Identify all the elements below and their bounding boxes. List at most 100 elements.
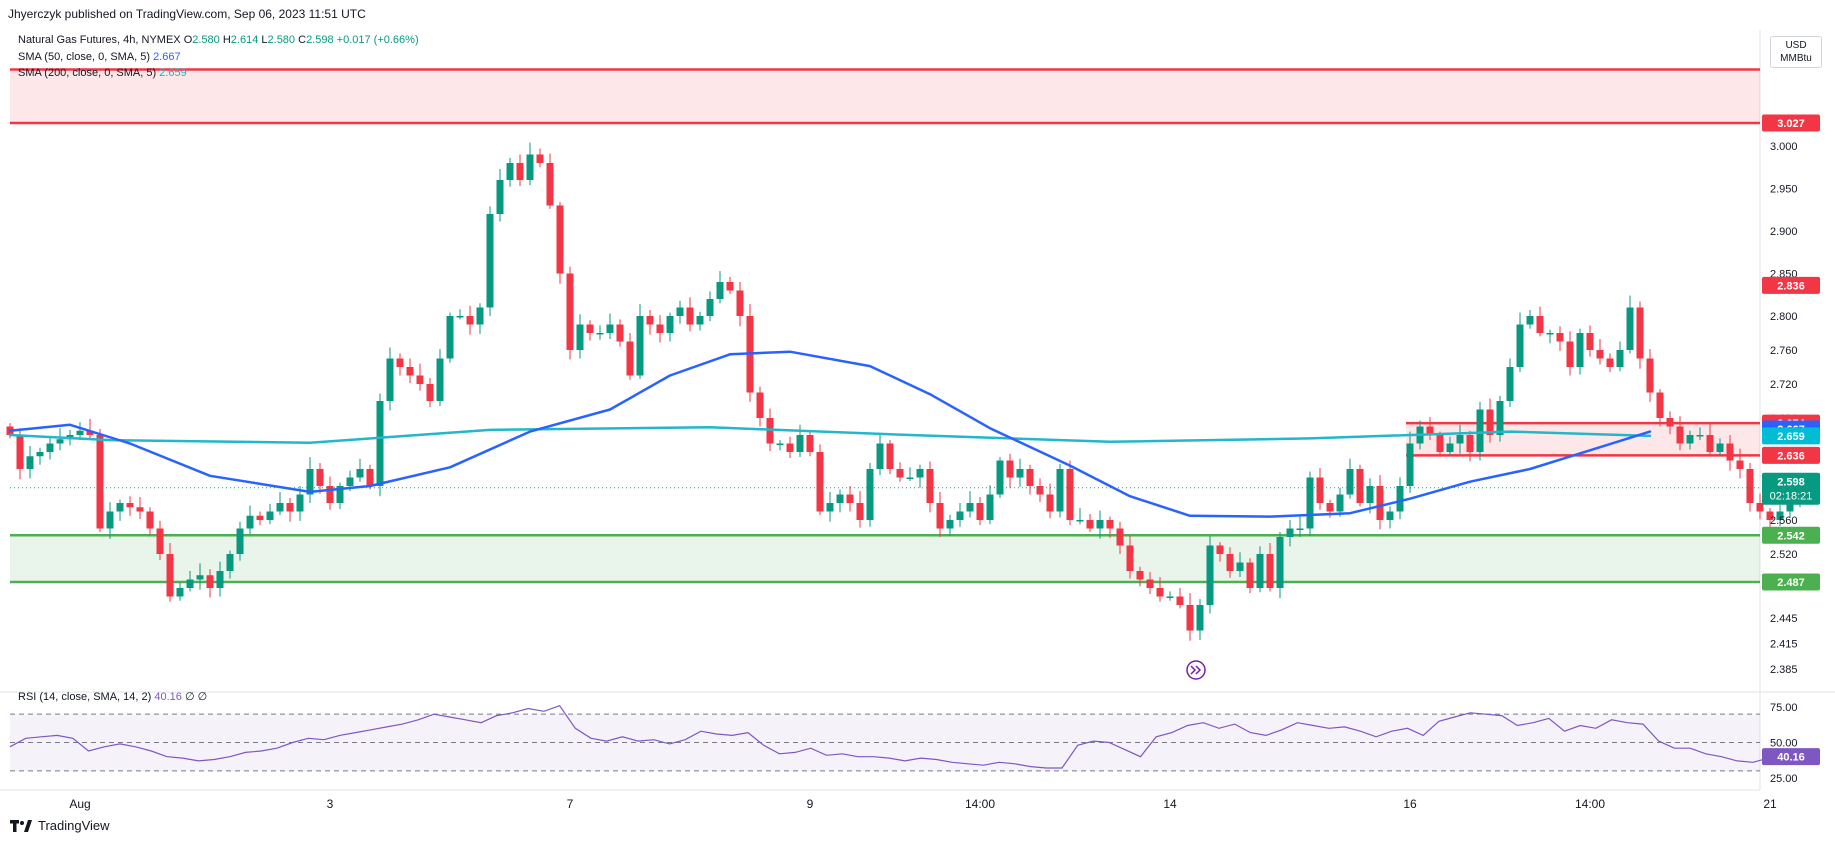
candle-body: [686, 307, 694, 325]
time-tick-label: 9: [807, 797, 814, 811]
open-label: O: [183, 34, 193, 46]
scroll-to-realtime-icon[interactable]: [1186, 660, 1206, 680]
candle-body: [896, 469, 904, 478]
candle-body: [56, 439, 64, 444]
candle-body: [156, 528, 164, 554]
sma50-legend[interactable]: SMA (50, close, 0, SMA, 5) 2.667: [18, 51, 181, 63]
candle-body: [226, 554, 234, 571]
candle-body: [886, 443, 894, 469]
candle-body: [1086, 520, 1094, 529]
zone-resistance-top: [10, 69, 1760, 124]
candle-body: [106, 511, 114, 529]
candle-body: [36, 452, 44, 457]
candle-body: [46, 443, 54, 452]
candle-body: [316, 469, 324, 486]
price-tag-label: 2.836: [1777, 280, 1805, 292]
candle-body: [16, 435, 24, 469]
rsi-value-tag-label: 40.16: [1777, 752, 1805, 764]
candle-body: [26, 456, 34, 469]
price-tick-label: 2.900: [1770, 226, 1798, 238]
candle-body: [976, 503, 984, 520]
candle-body: [1136, 571, 1144, 580]
candle-body: [1746, 469, 1754, 503]
candle-body: [1736, 460, 1744, 469]
candle-body: [1536, 316, 1544, 333]
candle-body: [1166, 596, 1174, 598]
candle-body: [96, 435, 104, 529]
candle-body: [336, 486, 344, 503]
candle-body: [1336, 494, 1344, 512]
candle-body: [696, 316, 704, 325]
candle-body: [116, 503, 124, 512]
candle-body: [916, 469, 924, 478]
time-tick-label: 21: [1763, 797, 1777, 811]
last-price-countdown: 02:18:21: [1770, 491, 1813, 503]
candle-body: [926, 469, 934, 503]
candle-body: [1546, 333, 1554, 335]
unit-line-2: MMBtu: [1780, 53, 1812, 64]
candle-body: [1786, 503, 1794, 512]
candle-body: [426, 384, 434, 401]
candle-body: [1256, 554, 1264, 588]
scroll-icon-arrows: [1190, 665, 1202, 675]
candle-body: [1666, 418, 1674, 427]
candle-body: [346, 477, 354, 486]
candle-body: [1306, 477, 1314, 529]
candle-body: [626, 341, 634, 376]
candle-body: [1246, 562, 1254, 588]
candle-body: [856, 503, 864, 520]
candle-body: [956, 511, 964, 520]
candle-body: [1196, 605, 1204, 631]
candle-body: [1176, 596, 1184, 605]
symbol-legend[interactable]: Natural Gas Futures, 4h, NYMEX O2.580 H2…: [18, 34, 419, 46]
price-unit-button[interactable]: USD MMBtu: [1770, 36, 1822, 68]
candle-body: [556, 205, 564, 274]
candle-body: [1496, 401, 1504, 435]
candle-body: [1716, 443, 1724, 452]
last-price-tag: [1762, 472, 1820, 505]
candle-body: [1776, 511, 1784, 520]
candle-body: [1586, 333, 1594, 350]
candle-body: [1686, 435, 1694, 444]
rsi-legend[interactable]: RSI (14, close, SMA, 14, 2) 40.16 ∅ ∅: [18, 690, 207, 703]
tradingview-logo[interactable]: TradingView: [10, 818, 110, 833]
low-value: 2.580: [267, 34, 296, 46]
sma50-value: 2.667: [153, 51, 181, 63]
candle-body: [716, 282, 724, 299]
candle-body: [1506, 367, 1514, 401]
candle-body: [1426, 426, 1434, 435]
rsi-tick-label: 25.00: [1770, 773, 1798, 785]
candle-body: [756, 392, 764, 418]
candle-body: [586, 324, 594, 333]
candle-body: [376, 401, 384, 486]
candle-body: [1726, 443, 1734, 461]
price-tag: [1762, 526, 1820, 544]
price-tick-label: 2.800: [1770, 311, 1798, 323]
candle-body: [906, 477, 914, 479]
candle-body: [236, 528, 244, 554]
candle-body: [1706, 435, 1714, 452]
change-value: +0.017 (+0.66%): [336, 34, 419, 46]
tradingview-icon: [10, 819, 32, 832]
close-value: 2.598: [306, 34, 334, 46]
candle-body: [1066, 469, 1074, 520]
price-tick-label: 3.000: [1770, 141, 1798, 153]
candle-body: [466, 316, 474, 325]
candle-body: [1096, 520, 1104, 529]
rsi-label: RSI (14, close, SMA, 14, 2): [18, 691, 152, 703]
candle-body: [366, 469, 374, 486]
candle-body: [616, 324, 624, 342]
candle-body: [1456, 435, 1464, 444]
candle-body: [456, 316, 464, 318]
sma200-line: [8, 426, 1652, 444]
candle-body: [1316, 477, 1324, 503]
candle-body: [146, 511, 154, 529]
candle-body: [866, 469, 874, 520]
sma200-legend[interactable]: SMA (200, close, 0, SMA, 5) 2.659: [18, 67, 187, 79]
price-tick-label: 2.520: [1770, 549, 1798, 561]
candle-body: [846, 494, 854, 503]
candle-body: [1006, 460, 1014, 478]
candle-body: [1116, 528, 1124, 546]
candle-body: [826, 503, 834, 512]
